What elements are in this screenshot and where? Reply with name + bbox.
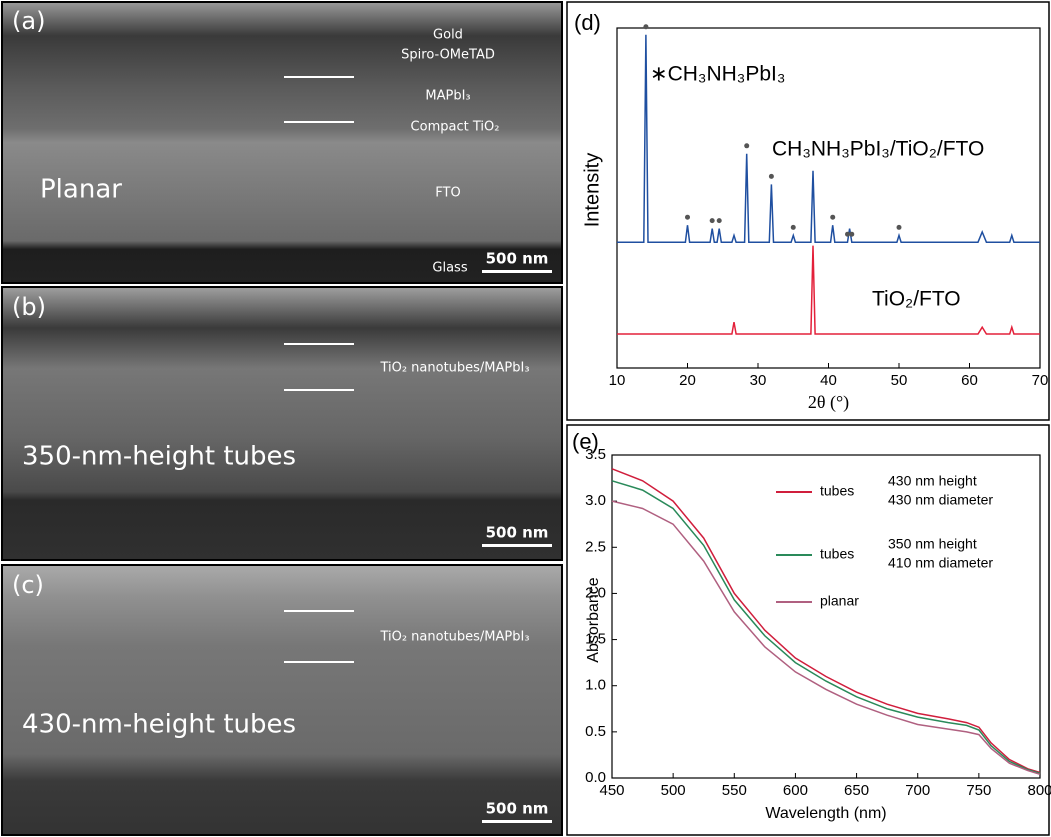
legend-description: 430 nm height	[888, 473, 977, 489]
layer-label: Spiro-OMeTAD	[401, 48, 495, 63]
scale-bar	[482, 820, 552, 823]
x-tick-label: 10	[609, 372, 626, 389]
y-tick-label: 1.5	[585, 631, 606, 648]
x-tick-label: 450	[599, 782, 624, 799]
panel-frame	[566, 1, 1050, 421]
caption: 350-nm-height tubes	[22, 442, 296, 472]
layer-label: Gold	[433, 28, 463, 43]
panel-label: (e)	[572, 429, 599, 454]
legend-description: 430 nm diameter	[888, 492, 993, 508]
panel-label: (d)	[574, 10, 601, 35]
legend-description: 350 nm height	[888, 536, 977, 552]
legend-description: 410 nm diameter	[888, 555, 993, 571]
scale-label: 500 nm	[486, 250, 549, 268]
x-tick-label: 650	[844, 782, 869, 799]
peak-marker	[845, 231, 851, 237]
layer-label: FTO	[435, 186, 460, 201]
sem-a: (a) Gold Spiro-OMeTAD MAPbI₃ Compact TiO…	[1, 1, 563, 284]
x-tick-label: 20	[679, 372, 696, 389]
x-tick-label: 600	[783, 782, 808, 799]
x-tick-label: 40	[820, 372, 837, 389]
x-tick-label: 60	[961, 372, 978, 389]
series-line	[611, 500, 1041, 776]
peak-marker	[830, 214, 836, 220]
y-tick-label: 0.5	[585, 723, 606, 740]
caption: 430-nm-height tubes	[22, 710, 296, 740]
annotation: ∗CH₃NH₃PbI₃	[650, 63, 785, 86]
panel-frame	[566, 424, 1050, 836]
sem-c: (c) TiO₂ nanotubes/MAPbI₃ 430-nm-height …	[1, 564, 563, 836]
layer-label: Glass	[432, 261, 467, 276]
annotation: CH₃NH₃PbI₃/TiO₂/FTO	[772, 138, 984, 161]
x-axis-label: Wavelength (nm)	[765, 805, 886, 822]
caption: Planar	[40, 175, 122, 205]
y-tick-label: 2.0	[585, 584, 606, 601]
x-tick-label: 30	[750, 372, 767, 389]
series-line	[617, 245, 1040, 335]
sem-image	[1, 1, 563, 284]
y-axis-label: Absorbance	[585, 577, 602, 662]
x-tick-label: 750	[966, 782, 991, 799]
panel-label: (a)	[12, 7, 45, 35]
plot-frame	[611, 454, 1041, 779]
scale-bar	[482, 270, 552, 273]
layer-label: TiO₂ nanotubes/MAPbI₃	[379, 361, 529, 376]
peak-marker	[790, 224, 796, 230]
sem-image	[1, 564, 563, 836]
scale-bar	[482, 544, 552, 547]
panel-label: (c)	[12, 571, 44, 599]
series-line	[611, 468, 1041, 774]
layer-label: MAPbI₃	[425, 89, 470, 104]
x-tick-label: 550	[722, 782, 747, 799]
x-tick-label: 70	[1032, 372, 1049, 389]
peak-marker	[716, 218, 722, 224]
y-tick-label: 0.0	[585, 769, 606, 786]
annotation: TiO₂/FTO	[872, 288, 961, 311]
y-tick-label: 2.5	[585, 538, 606, 555]
peak-marker	[744, 143, 750, 149]
layer-label: Compact TiO₂	[411, 120, 500, 135]
x-tick-label: 500	[661, 782, 686, 799]
y-tick-label: 1.0	[585, 677, 606, 694]
peak-marker	[849, 231, 855, 237]
y-axis-label: Intensity	[581, 153, 603, 227]
legend-label: tubes	[820, 546, 854, 562]
panel-label: (b)	[12, 293, 46, 321]
legend-label: planar	[820, 593, 859, 609]
peak-marker	[709, 218, 715, 224]
peak-marker	[643, 24, 649, 30]
scale-label: 500 nm	[486, 524, 549, 542]
series-line	[611, 480, 1041, 775]
peak-marker	[896, 224, 902, 230]
y-tick-label: 3.0	[585, 492, 606, 509]
x-tick-label: 50	[891, 372, 908, 389]
x-tick-label: 800	[1027, 782, 1051, 799]
series-line	[617, 34, 1040, 243]
layer-label: TiO₂ nanotubes/MAPbI₃	[379, 630, 529, 645]
peak-marker	[685, 214, 690, 220]
x-axis-label: 2θ (°)	[808, 392, 849, 413]
legend-label: tubes	[820, 483, 854, 499]
scale-label: 500 nm	[486, 800, 549, 818]
y-tick-label: 3.5	[585, 446, 606, 463]
peak-marker	[768, 173, 774, 179]
sem-b: (b) TiO₂ nanotubes/MAPbI₃ 350-nm-height …	[1, 286, 563, 561]
sem-image	[1, 286, 563, 561]
x-tick-label: 700	[905, 782, 930, 799]
